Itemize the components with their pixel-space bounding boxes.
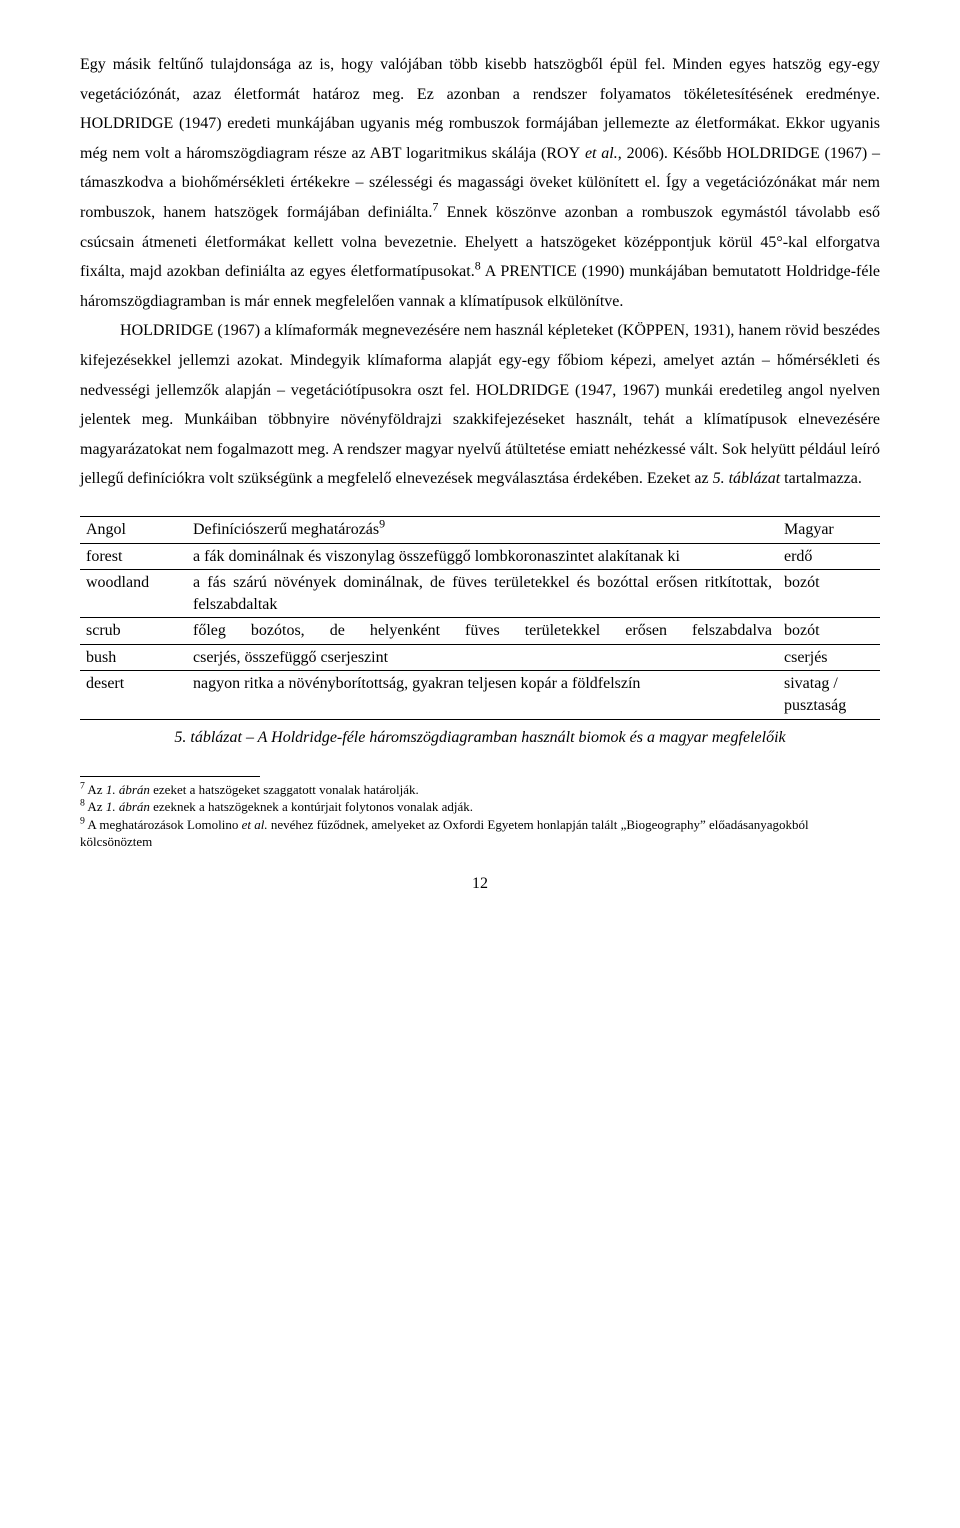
th-english: Angol (80, 516, 187, 543)
cell-definition: a fák dominálnak és viszonylag összefügg… (187, 543, 778, 570)
cell-english: woodland (80, 570, 187, 618)
cell-hungarian: cserjés (778, 644, 880, 671)
footnote-rule (80, 776, 260, 777)
cell-hungarian: sivatag / pusztaság (778, 671, 880, 719)
cell-english: scrub (80, 618, 187, 645)
table-row: forest a fák dominálnak és viszonylag ös… (80, 543, 880, 570)
cell-english: desert (80, 671, 187, 719)
cell-definition: cserjés, összefüggő cserjeszint (187, 644, 778, 671)
footnote-9: 9 A meghatározások Lomolino et al. nevéh… (80, 816, 880, 851)
footnote-7: 7 Az 1. ábrán ezeket a hatszögeket szagg… (80, 781, 880, 799)
cell-definition: a fás szárú növények dominálnak, de füve… (187, 570, 778, 618)
table-row: bush cserjés, összefüggő cserjeszint cse… (80, 644, 880, 671)
cell-definition: nagyon ritka a növényborítottság, gyakra… (187, 671, 778, 719)
vocabulary-table: Angol Definíciószerű meghatározás9 Magya… (80, 516, 880, 720)
cell-english: forest (80, 543, 187, 570)
cell-definition: főleg bozótos, de helyenként füves terül… (187, 618, 778, 645)
footnotes: 7 Az 1. ábrán ezeket a hatszögeket szagg… (80, 781, 880, 851)
table-row: desert nagyon ritka a növényborítottság,… (80, 671, 880, 719)
table-header-row: Angol Definíciószerű meghatározás9 Magya… (80, 516, 880, 543)
table-row: scrub főleg bozótos, de helyenként füves… (80, 618, 880, 645)
cell-hungarian: erdő (778, 543, 880, 570)
footnote-8: 8 Az 1. ábrán ezeknek a hatszögeknek a k… (80, 798, 880, 816)
paragraph-1: Egy másik feltűnő tulajdonsága az is, ho… (80, 50, 880, 316)
paragraph-2: HOLDRIDGE (1967) a klímaformák megnevezé… (80, 316, 880, 494)
th-definition: Definíciószerű meghatározás9 (187, 516, 778, 543)
cell-english: bush (80, 644, 187, 671)
table-caption: 5. táblázat – A Holdridge-féle háromszög… (80, 726, 880, 750)
page-number: 12 (80, 869, 880, 899)
th-hungarian: Magyar (778, 516, 880, 543)
table-row: woodland a fás szárú növények dominálnak… (80, 570, 880, 618)
cell-hungarian: bozót (778, 618, 880, 645)
cell-hungarian: bozót (778, 570, 880, 618)
